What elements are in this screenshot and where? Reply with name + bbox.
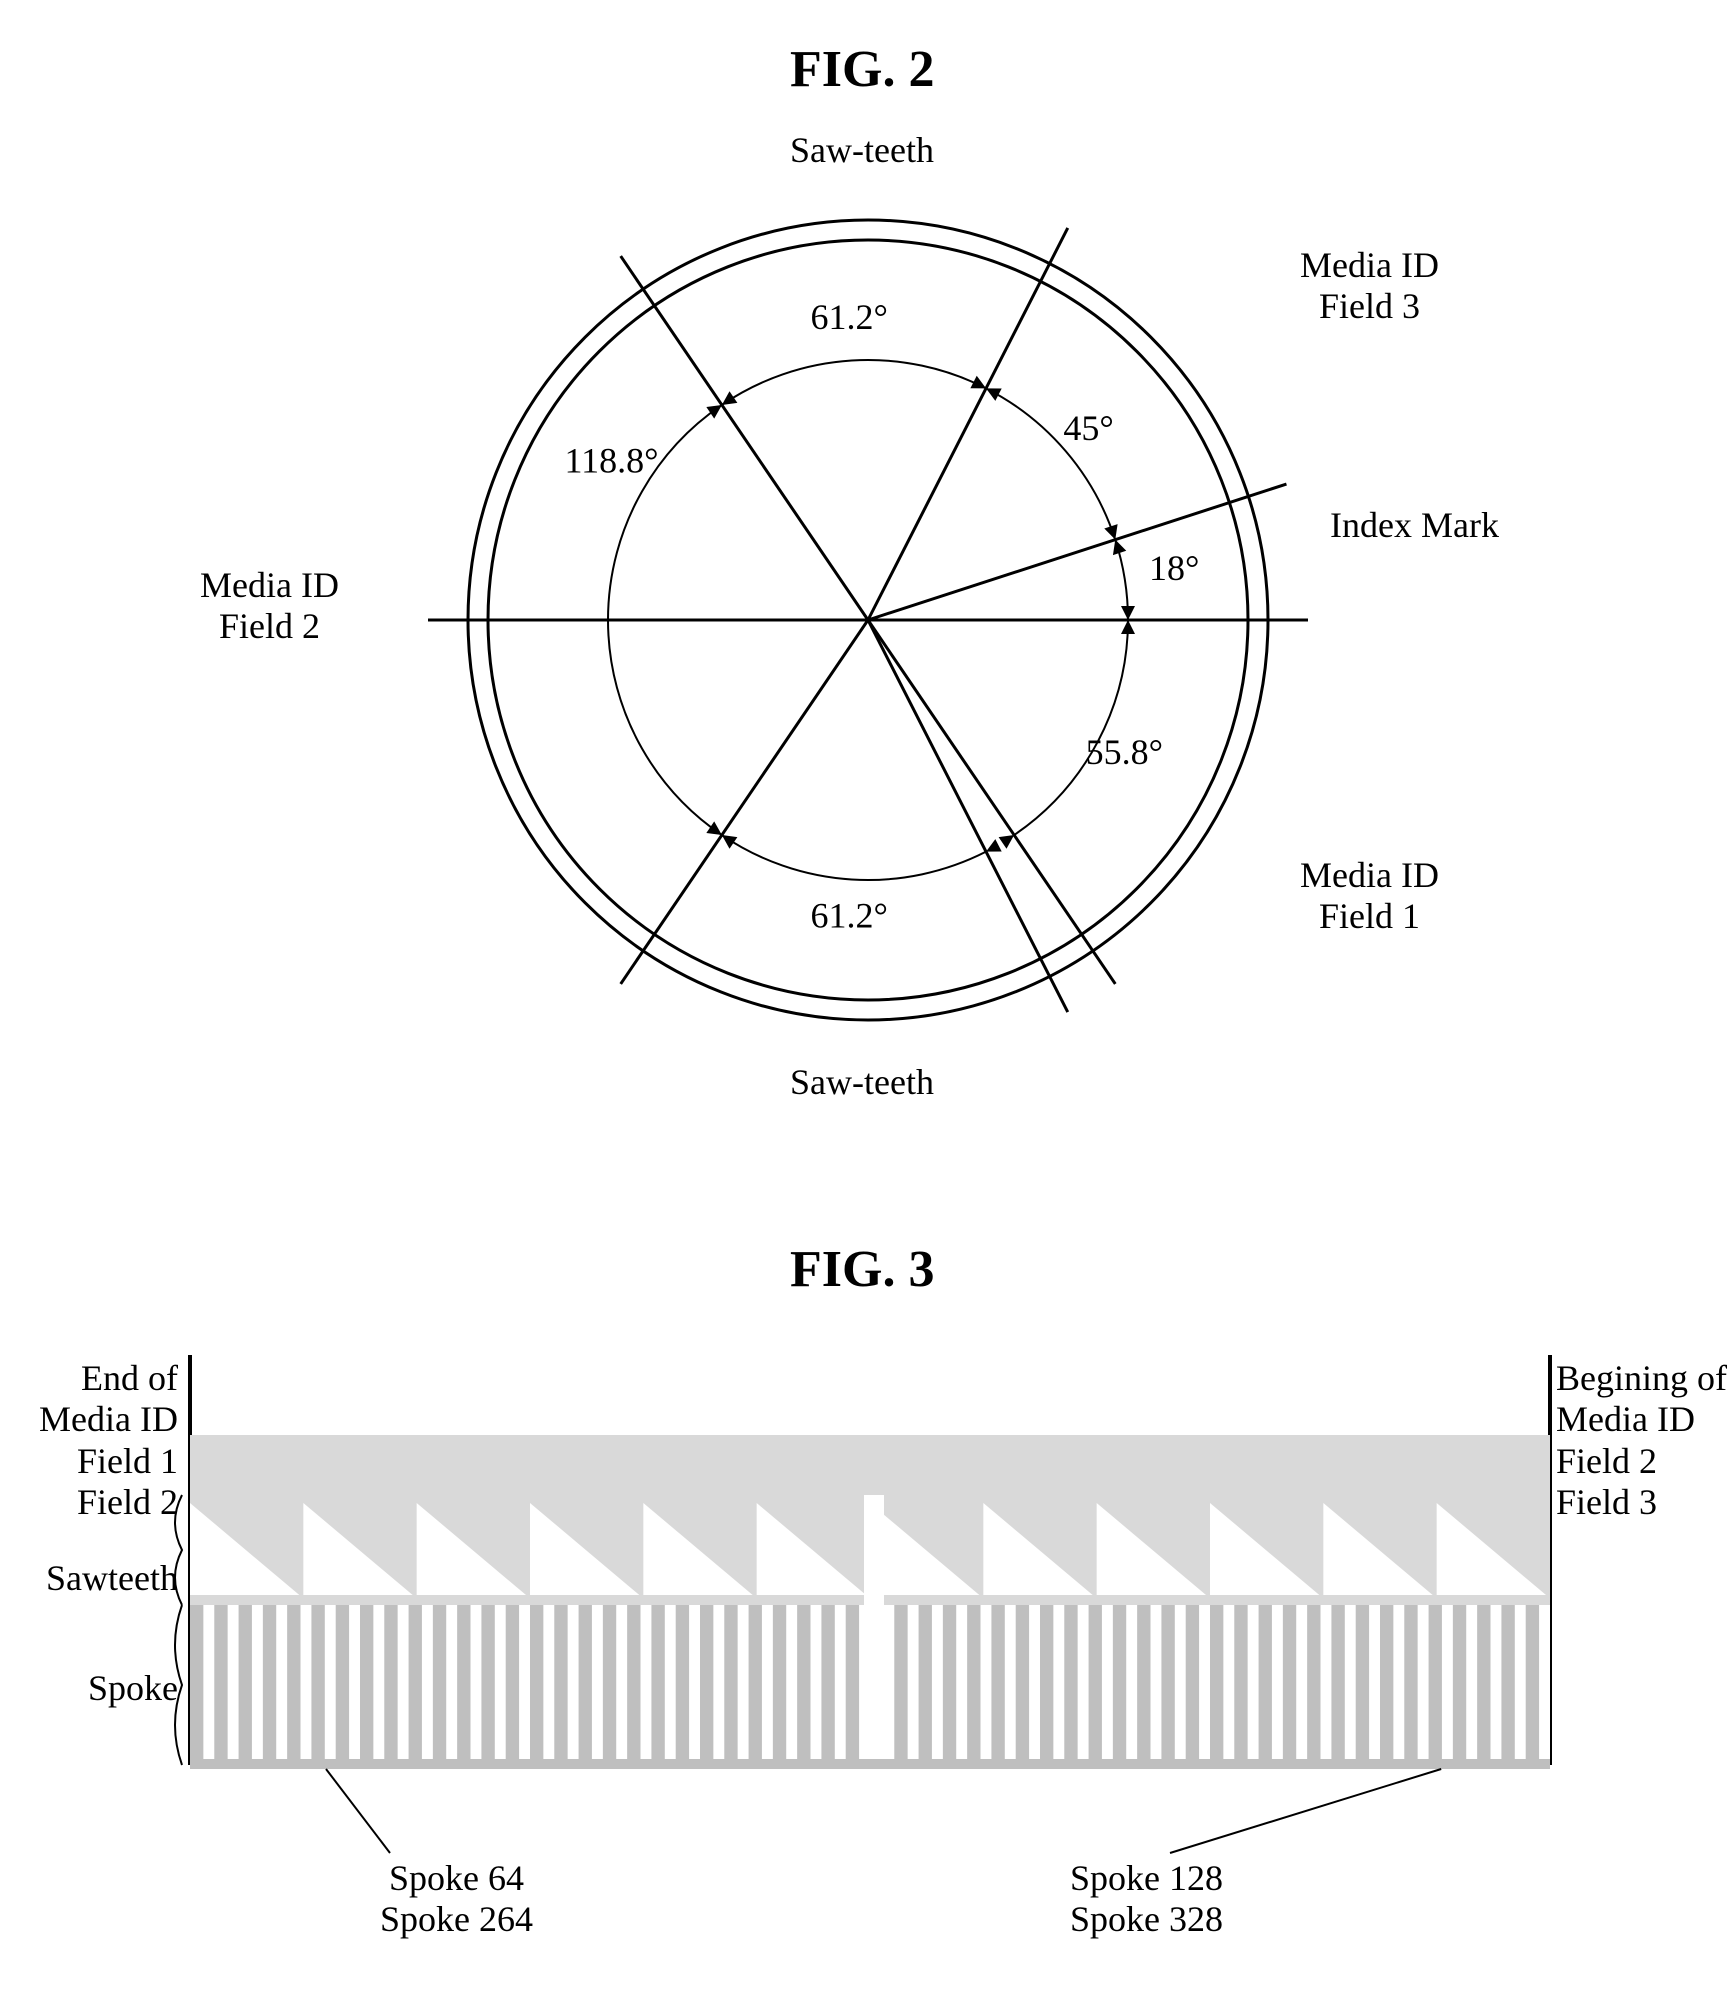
label-media-id-field-3: Media ID Field 3 xyxy=(1300,245,1439,328)
figure-3-diagram xyxy=(0,1310,1736,2010)
label-media-id-field-1: Media ID Field 1 xyxy=(1300,855,1439,938)
label-end-of-media-id: End of Media ID Field 1 Field 2 xyxy=(38,1358,178,1524)
label-spoke-128-328: Spoke 128 Spoke 328 xyxy=(1070,1858,1223,1941)
svg-text:45°: 45° xyxy=(1063,408,1113,448)
label-sawteeth-top: Saw-teeth xyxy=(790,130,934,171)
label-begining-of-media-id: Begining of Media ID Field 2 Field 3 xyxy=(1556,1358,1736,1524)
svg-text:55.8°: 55.8° xyxy=(1086,732,1163,772)
svg-text:61.2°: 61.2° xyxy=(810,297,887,337)
svg-text:18°: 18° xyxy=(1149,548,1199,588)
label-spoke-64-264: Spoke 64 Spoke 264 xyxy=(380,1858,533,1941)
label-index-mark: Index Mark xyxy=(1330,505,1499,546)
svg-text:61.2°: 61.2° xyxy=(810,896,887,936)
label-spoke-row: Spoke xyxy=(18,1668,178,1709)
label-sawteeth-row: Sawteeth xyxy=(18,1558,178,1599)
figure-3-title: FIG. 3 xyxy=(790,1240,934,1299)
label-sawteeth-bottom: Saw-teeth xyxy=(790,1062,934,1103)
label-media-id-field-2: Media ID Field 2 xyxy=(200,565,339,648)
svg-text:118.8°: 118.8° xyxy=(564,441,658,481)
